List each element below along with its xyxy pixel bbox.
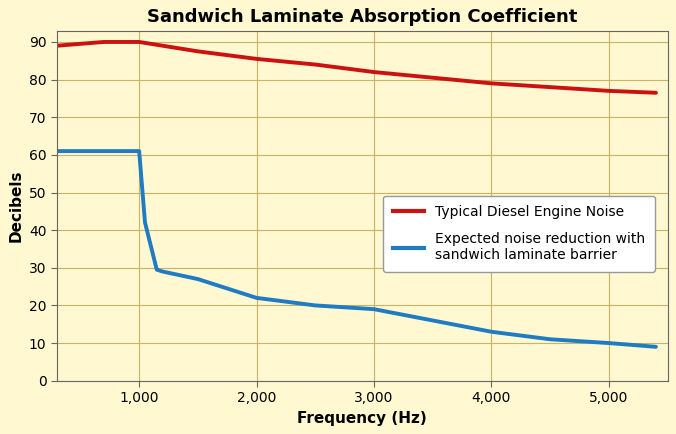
Y-axis label: Decibels: Decibels [8, 169, 24, 242]
Title: Sandwich Laminate Absorption Coefficient: Sandwich Laminate Absorption Coefficient [147, 8, 577, 26]
Legend: Typical Diesel Engine Noise, Expected noise reduction with
sandwich laminate bar: Typical Diesel Engine Noise, Expected no… [383, 196, 654, 272]
X-axis label: Frequency (Hz): Frequency (Hz) [297, 411, 427, 426]
